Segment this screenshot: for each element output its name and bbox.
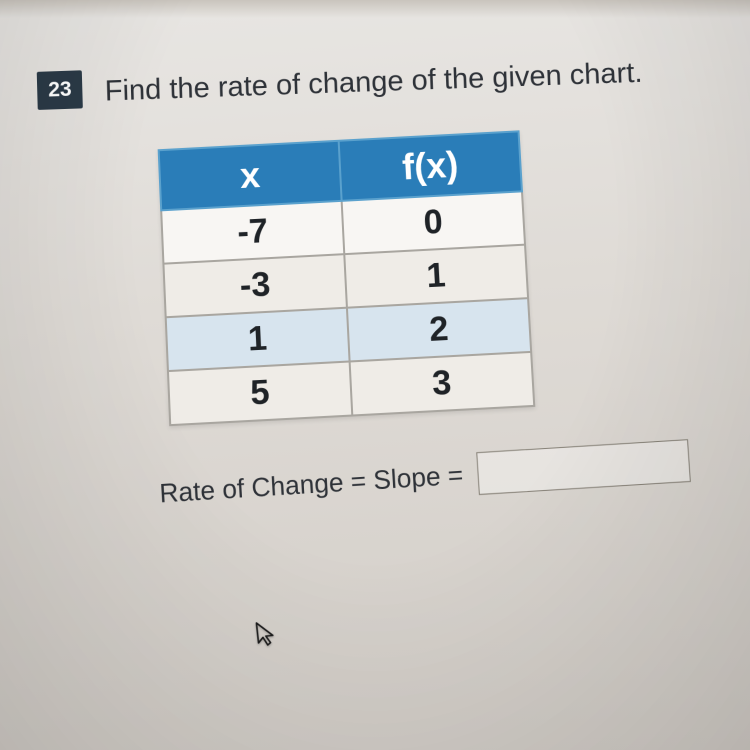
question-header: 23 Find the rate of change of the given … xyxy=(37,48,719,114)
question-number-badge: 23 xyxy=(37,70,83,110)
col-header-fx: f(x) xyxy=(339,131,522,200)
question-text: Find the rate of change of the given cha… xyxy=(104,51,643,112)
cursor-icon xyxy=(253,619,281,656)
data-table: x f(x) -7 0 -3 1 1 2 5 3 xyxy=(158,130,536,426)
answer-label: Rate of Change = Slope = xyxy=(159,459,464,509)
cell-x: -3 xyxy=(163,254,346,317)
cell-x: 5 xyxy=(168,362,352,426)
cell-x: -7 xyxy=(161,201,344,264)
question-content: 23 Find the rate of change of the given … xyxy=(0,0,750,543)
data-table-wrap: x f(x) -7 0 -3 1 1 2 5 3 xyxy=(158,120,736,426)
col-header-x: x xyxy=(159,141,342,211)
cell-fx: 2 xyxy=(347,298,531,361)
cell-fx: 1 xyxy=(344,245,528,308)
answer-row: Rate of Change = Slope = xyxy=(158,436,736,514)
cell-x: 1 xyxy=(166,308,350,371)
answer-input[interactable] xyxy=(476,439,691,495)
cell-fx: 3 xyxy=(350,352,535,416)
cell-fx: 0 xyxy=(342,192,525,255)
